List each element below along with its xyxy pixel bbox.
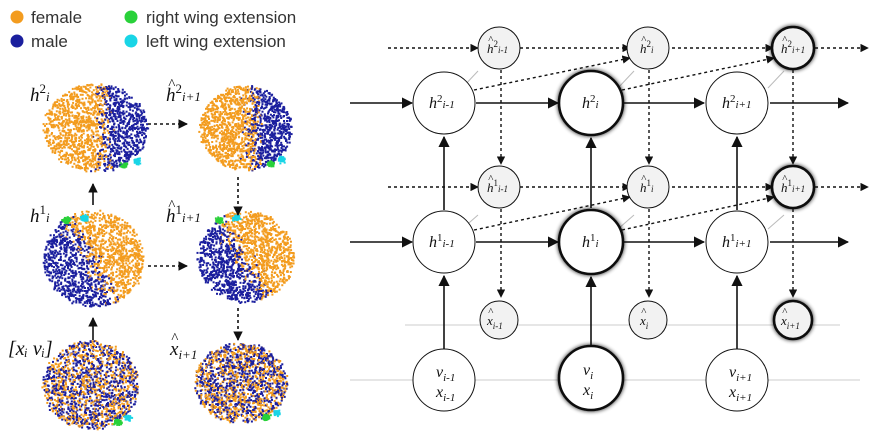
legend-right-wing-label: right wing extension	[146, 8, 296, 27]
legend-male-label: male	[31, 32, 68, 51]
legend-female-label: female	[31, 8, 82, 27]
legend-left-wing-label: left wing extension	[146, 32, 286, 51]
label-x-next: xi+1 ^	[169, 331, 197, 362]
node-px-i: xi^	[628, 300, 668, 340]
network-diagram: h2i-1 h2i h2i+1 h1i-1 h1i h1i+1 h2i-1^ h2i^ h2i+…	[350, 25, 869, 412]
node-ph2-ip1: h2i+1^	[770, 25, 816, 71]
node-h2-im1: h2i-1	[412, 71, 476, 135]
network-nodes: h2i-1 h2i h2i+1 h1i-1 h1i h1i+1 h2i-1^ h2i^ h2i+…	[412, 25, 816, 412]
node-ph2-im1: h2i-1^	[477, 26, 521, 70]
node-px-im1: xi-1^	[479, 300, 519, 340]
label-h1-next: h1i+1 ^	[166, 198, 201, 227]
scatter-h2-i	[42, 83, 150, 173]
legend-left-wing-dot	[124, 34, 138, 48]
legend-female-dot	[10, 10, 24, 24]
scatter-h2-next	[198, 85, 293, 172]
node-ph2-i: h2i^	[626, 26, 670, 70]
dashed-rows	[388, 43, 869, 298]
label-input: [xᵢ vᵢ]	[8, 338, 53, 360]
scatter-h1-i	[42, 209, 145, 308]
embedding-scatter-plots	[41, 83, 296, 431]
scatter-x-next	[194, 342, 289, 424]
scatter-h1-next	[196, 210, 296, 304]
node-h1-ip1: h1i+1	[705, 210, 769, 274]
node-h1-i: h1i	[557, 208, 625, 276]
label-h1-i: h1i	[30, 202, 50, 227]
scatter-labels: h2i h2i+1 ^ h1i h1i+1 ^ [xᵢ vᵢ] xi+1 ^	[8, 77, 201, 362]
node-h2-i: h2i	[557, 69, 625, 137]
legend-male-dot	[10, 34, 24, 48]
node-h1-im1: h1i-1	[412, 210, 476, 274]
legend: female male right wing extension left wi…	[10, 8, 296, 51]
node-px-ip1: xi+1^	[772, 299, 814, 341]
node-ph1-im1: h1i-1^	[477, 165, 521, 209]
node-ph1-ip1: h1i+1^	[770, 164, 816, 210]
scatter-arrows	[88, 119, 243, 341]
node-in-ip1: vi+1xi+1	[705, 348, 769, 412]
label-h2-next: h2i+1 ^	[166, 77, 201, 106]
node-ph1-i: h1i^	[626, 165, 670, 209]
label-h2-i: h2i	[30, 81, 50, 106]
legend-right-wing-dot	[124, 10, 138, 24]
skip-links	[461, 70, 785, 230]
node-h2-ip1: h2i+1	[705, 71, 769, 135]
node-in-im1: vi-1xi-1	[412, 348, 476, 412]
scatter-input	[41, 340, 139, 431]
solid-rows	[350, 97, 850, 350]
